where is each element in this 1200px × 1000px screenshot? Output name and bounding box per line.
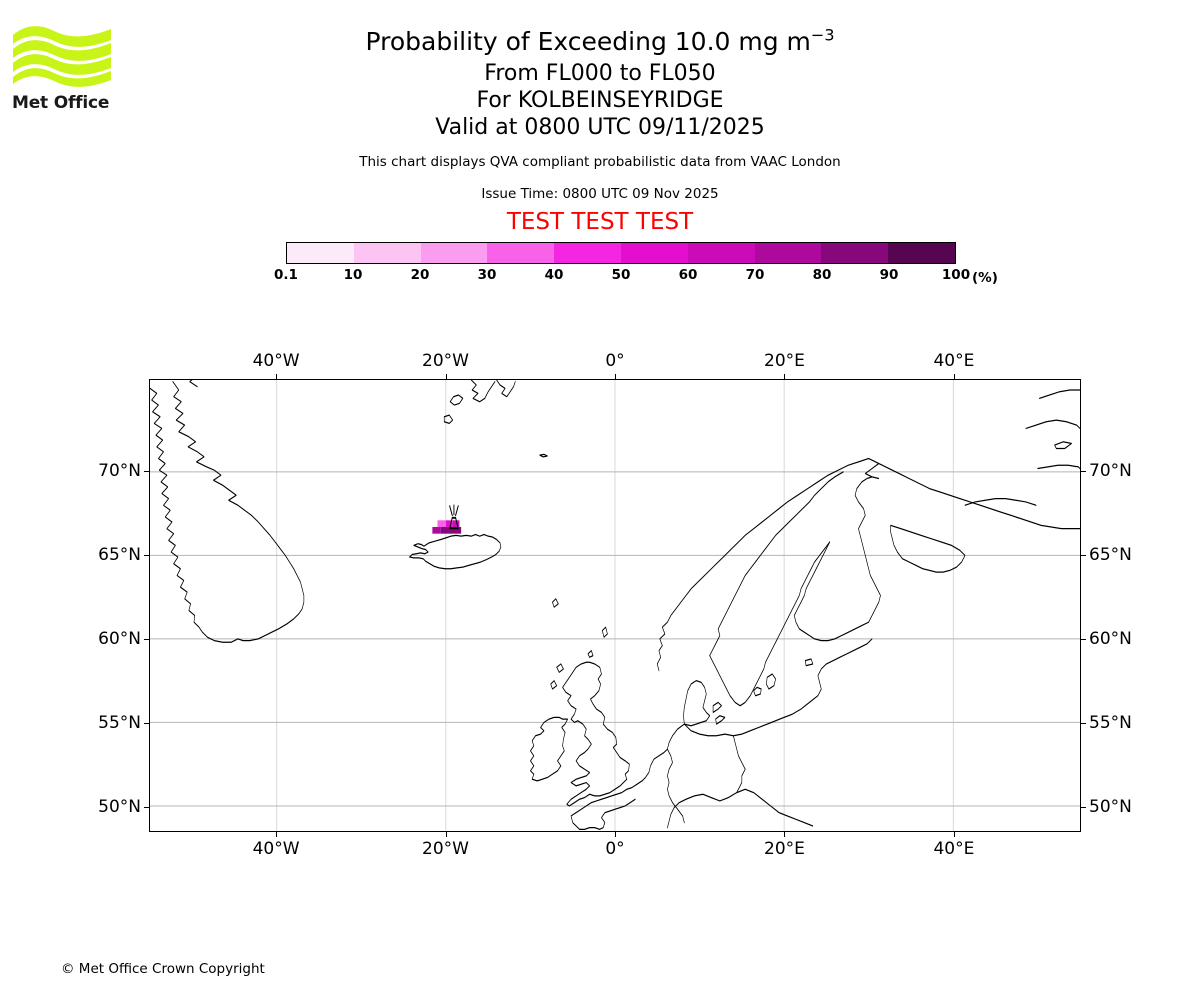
lon-tick-top-4 (953, 374, 955, 379)
lon-tick-top-2 (615, 374, 616, 379)
lat-label-left-2: 60°N (98, 629, 141, 650)
met-office-logo-mark (13, 26, 111, 87)
page-title: Probability of Exceeding 10.0 mg m−3 (0, 24, 1200, 60)
concentration-cell-4 (440, 526, 462, 534)
lat-label-right-0: 50°N (1089, 796, 1132, 817)
lon-label-top-2: 0° (605, 351, 625, 371)
lat-label-right-3: 65°N (1089, 545, 1132, 566)
colorbar-segment-9 (888, 243, 955, 263)
colorbar-segment-8 (821, 243, 889, 263)
colorbar-tick-30: 30 (477, 267, 497, 283)
colorbar-tick-10: 10 (343, 267, 363, 283)
lon-label-bottom-2: 0° (605, 839, 625, 859)
colorbar-tick-20: 20 (410, 267, 430, 283)
lon-tick-bottom-3 (784, 832, 786, 837)
lat-label-left-0: 50°N (98, 796, 141, 817)
lon-tick-bottom-4 (953, 832, 955, 837)
colorbar-unit-label: (%) (972, 270, 998, 286)
lat-tick-right-0 (1081, 806, 1086, 808)
lon-label-bottom-4: 40°E (933, 839, 975, 859)
lat-label-right-4: 70°N (1089, 461, 1132, 482)
lon-label-bottom-3: 20°E (764, 839, 805, 859)
ash-concentration-cells (432, 520, 462, 534)
lat-tick-right-2 (1081, 639, 1086, 641)
lon-label-top-3: 20°E (764, 351, 805, 371)
map-frame[interactable] (149, 379, 1081, 832)
colorbar-tick-40: 40 (544, 267, 564, 283)
lon-tick-bottom-0 (276, 832, 278, 837)
lon-tick-top-1 (445, 374, 447, 379)
volcano-name-line: For KOLBEINSEYRIDGE (476, 88, 724, 113)
met-office-logo: Met Office (12, 22, 112, 114)
lat-tick-left-4 (144, 471, 149, 473)
lat-tick-right-4 (1081, 471, 1086, 473)
colorbar-tick-0.1: 0.1 (274, 267, 298, 283)
concentration-cell-3 (432, 526, 441, 534)
flight-level-range: From FL000 to FL050 (484, 61, 716, 86)
colorbar-tick-50: 50 (611, 267, 631, 283)
lat-label-right-2: 60°N (1089, 629, 1132, 650)
colorbar-segment-4 (554, 243, 621, 263)
colorbar-segment-2 (420, 243, 488, 263)
lat-tick-left-2 (144, 639, 149, 641)
probability-colorbar: 0.1 10 20 30 40 50 60 70 80 90 100 (274, 242, 970, 287)
colorbar-segment-5 (620, 243, 688, 263)
concentration-cell-1 (445, 520, 453, 527)
colorbar-tick-70: 70 (745, 267, 765, 283)
lon-tick-bottom-1 (445, 832, 447, 837)
colorbar-tick-labels: 0.1 10 20 30 40 50 60 70 80 90 100 (274, 267, 970, 287)
page-title-exponent: −3 (810, 25, 835, 45)
lat-label-left-3: 65°N (98, 545, 141, 566)
copyright-notice: © Met Office Crown Copyright (61, 961, 265, 977)
colorbar-segment-7 (754, 243, 822, 263)
lat-label-right-1: 55°N (1089, 712, 1132, 733)
lat-label-left-1: 55°N (98, 712, 141, 733)
lon-tick-top-3 (784, 374, 786, 379)
colorbar-segment-6 (687, 243, 755, 263)
concentration-cell-0 (437, 520, 446, 527)
chart-header: Probability of Exceeding 10.0 mg m−3 Fro… (0, 24, 1200, 236)
colorbar-segment-0 (287, 243, 354, 263)
lat-tick-left-0 (144, 806, 149, 808)
lon-label-top-1: 20°W (422, 351, 470, 371)
lat-tick-right-1 (1081, 722, 1086, 724)
page-title-text: Probability of Exceeding 10.0 mg m (365, 27, 811, 56)
colorbar-tick-80: 80 (812, 267, 832, 283)
issue-time: Issue Time: 0800 UTC 09 Nov 2025 (481, 186, 719, 202)
lat-label-left-4: 70°N (98, 461, 141, 482)
map-container[interactable] (149, 379, 1081, 832)
colorbar-tick-90: 90 (879, 267, 899, 283)
lon-tick-top-0 (276, 374, 278, 379)
map-coastlines (150, 380, 1080, 830)
lon-label-bottom-1: 20°W (422, 839, 470, 859)
met-office-wordmark: Met Office (12, 93, 110, 113)
map-gridlines (150, 380, 1080, 831)
colorbar-segment-1 (353, 243, 421, 263)
lat-tick-left-1 (144, 722, 149, 724)
lon-tick-bottom-2 (615, 832, 616, 837)
colorbar-gradient (286, 242, 956, 264)
lat-tick-right-3 (1081, 555, 1086, 557)
colorbar-segment-3 (487, 243, 555, 263)
lon-label-top-0: 40°W (252, 351, 300, 371)
lon-label-bottom-0: 40°W (252, 839, 300, 859)
lon-label-top-4: 40°E (933, 351, 975, 371)
concentration-cell-2 (452, 520, 460, 527)
volcano-marker-icon (448, 504, 459, 530)
test-banner: TEST TEST TEST (506, 209, 694, 235)
lat-tick-left-3 (144, 555, 149, 557)
map-plot (150, 380, 1080, 831)
colorbar-tick-100: 100 (941, 267, 971, 283)
valid-time-line: Valid at 0800 UTC 09/11/2025 (435, 115, 765, 140)
qva-compliance-note: This chart displays QVA compliant probab… (359, 154, 841, 170)
colorbar-tick-60: 60 (678, 267, 698, 283)
